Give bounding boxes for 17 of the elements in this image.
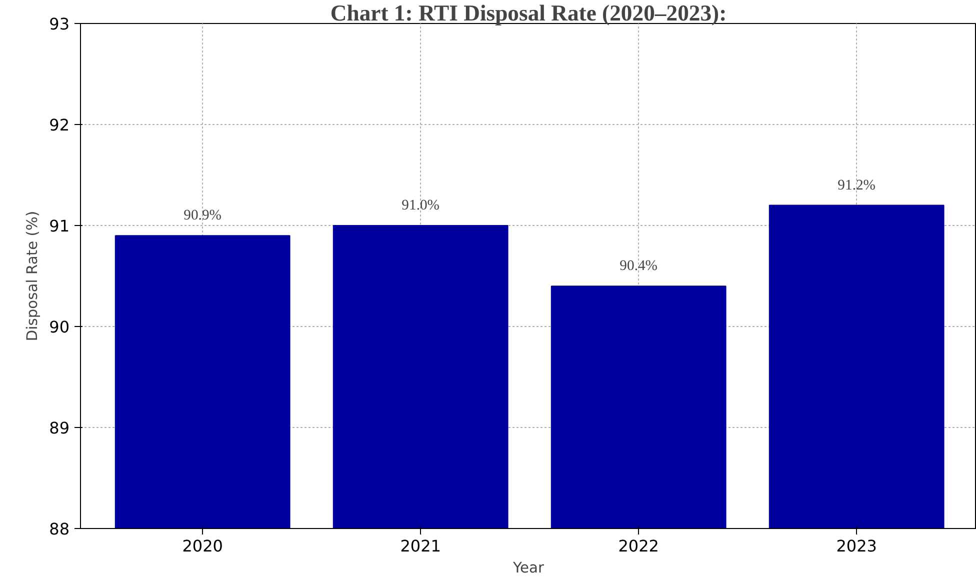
y-tick-label: 92 (49, 116, 70, 134)
x-tick-label: 2022 (618, 536, 659, 556)
x-axis-title: Year (512, 560, 545, 576)
y-tick-label: 93 (49, 14, 70, 34)
y-tick-label: 90 (49, 318, 70, 336)
y-tick-label: 88 (49, 520, 70, 538)
data-label: 91.0% (402, 198, 440, 214)
x-tick-label: 2020 (182, 536, 223, 556)
data-label: 90.4% (620, 258, 658, 274)
y-tick-label: 91 (49, 216, 70, 236)
x-tick-label: 2023 (836, 536, 877, 556)
y-tick-label: 89 (49, 418, 70, 438)
y-axis-title: Disposal Rate (%) (24, 210, 42, 342)
chart-title: Chart 1: RTI Disposal Rate (2020–2023): (330, 0, 727, 26)
data-label: 91.2% (838, 177, 876, 194)
x-tick-label: 2021 (400, 536, 441, 556)
data-label: 90.9% (184, 208, 222, 224)
